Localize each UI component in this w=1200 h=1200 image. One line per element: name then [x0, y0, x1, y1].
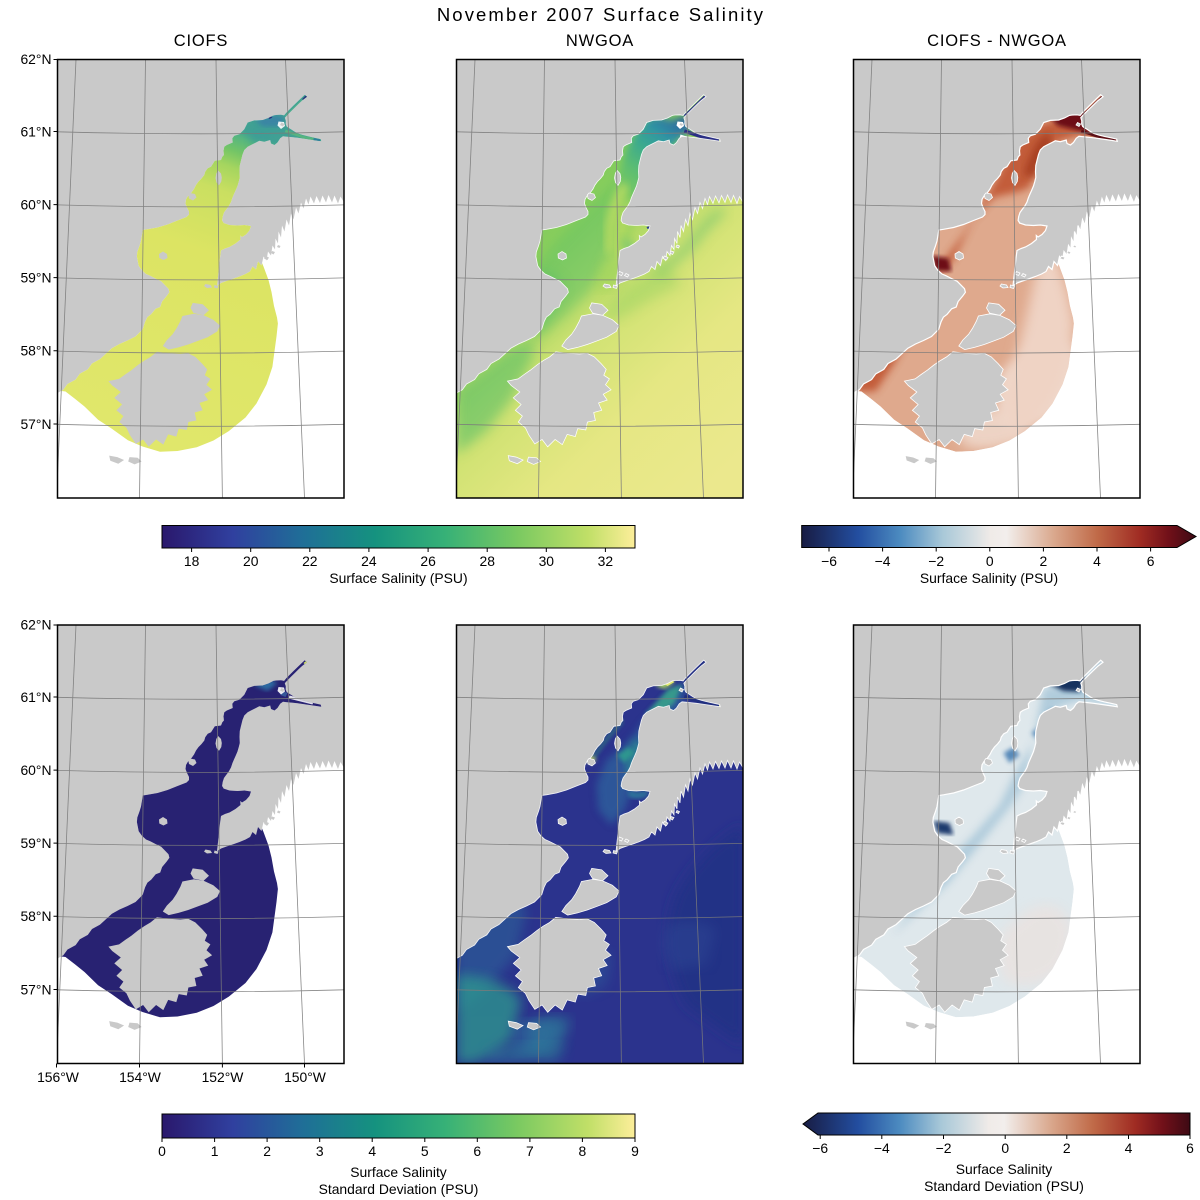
svg-text:20: 20 [243, 553, 259, 569]
svg-text:32: 32 [598, 553, 614, 569]
svg-text:−4: −4 [875, 553, 891, 569]
svg-text:6: 6 [1147, 553, 1155, 569]
svg-text:Surface Salinity (PSU): Surface Salinity (PSU) [920, 570, 1058, 586]
svg-text:2: 2 [1040, 553, 1048, 569]
svg-text:CIOFS: CIOFS [174, 32, 228, 50]
svg-text:0: 0 [986, 553, 994, 569]
svg-text:9: 9 [631, 1143, 639, 1159]
svg-text:7: 7 [526, 1143, 534, 1159]
svg-text:Surface Salinity (PSU): Surface Salinity (PSU) [329, 570, 467, 586]
svg-text:61°N: 61°N [20, 123, 51, 139]
svg-text:58°N: 58°N [20, 908, 51, 924]
svg-text:−6: −6 [821, 553, 837, 569]
svg-text:0: 0 [158, 1143, 166, 1159]
svg-text:60°N: 60°N [20, 196, 51, 212]
svg-text:0: 0 [1001, 1140, 1009, 1156]
svg-text:152°W: 152°W [202, 1069, 245, 1085]
svg-text:26: 26 [420, 553, 436, 569]
svg-text:4: 4 [1093, 553, 1101, 569]
svg-text:6: 6 [473, 1143, 481, 1159]
svg-text:58°N: 58°N [20, 343, 51, 359]
svg-text:November 2007 Surface Salinity: November 2007 Surface Salinity [437, 4, 765, 25]
svg-text:4: 4 [368, 1143, 376, 1159]
svg-text:−6: −6 [812, 1140, 828, 1156]
svg-text:−2: −2 [936, 1140, 952, 1156]
svg-text:6: 6 [1186, 1140, 1194, 1156]
svg-text:Surface Salinity: Surface Salinity [350, 1164, 447, 1180]
svg-text:8: 8 [579, 1143, 587, 1159]
svg-text:59°N: 59°N [20, 269, 51, 285]
svg-text:62°N: 62°N [20, 51, 51, 67]
svg-text:60°N: 60°N [20, 762, 51, 778]
svg-text:5: 5 [421, 1143, 429, 1159]
svg-text:24: 24 [361, 553, 377, 569]
svg-text:57°N: 57°N [20, 416, 51, 432]
svg-text:59°N: 59°N [20, 835, 51, 851]
svg-text:28: 28 [479, 553, 495, 569]
svg-text:−4: −4 [874, 1140, 890, 1156]
svg-text:62°N: 62°N [20, 617, 51, 633]
svg-text:−2: −2 [928, 553, 944, 569]
svg-text:156°W: 156°W [37, 1069, 80, 1085]
svg-text:2: 2 [263, 1143, 271, 1159]
svg-text:Standard Deviation (PSU): Standard Deviation (PSU) [319, 1181, 479, 1197]
svg-text:1: 1 [211, 1143, 219, 1159]
svg-text:3: 3 [316, 1143, 324, 1159]
svg-text:Surface Salinity: Surface Salinity [956, 1161, 1053, 1177]
svg-text:30: 30 [539, 553, 555, 569]
svg-text:4: 4 [1125, 1140, 1133, 1156]
svg-text:150°W: 150°W [284, 1069, 327, 1085]
svg-text:Standard Deviation (PSU): Standard Deviation (PSU) [924, 1178, 1084, 1194]
svg-text:NWGOA: NWGOA [566, 32, 634, 50]
svg-text:2: 2 [1063, 1140, 1071, 1156]
svg-text:22: 22 [302, 553, 318, 569]
svg-text:61°N: 61°N [20, 689, 51, 705]
svg-text:57°N: 57°N [20, 981, 51, 997]
svg-text:154°W: 154°W [119, 1069, 162, 1085]
svg-text:CIOFS - NWGOA: CIOFS - NWGOA [927, 32, 1067, 50]
svg-text:18: 18 [184, 553, 200, 569]
